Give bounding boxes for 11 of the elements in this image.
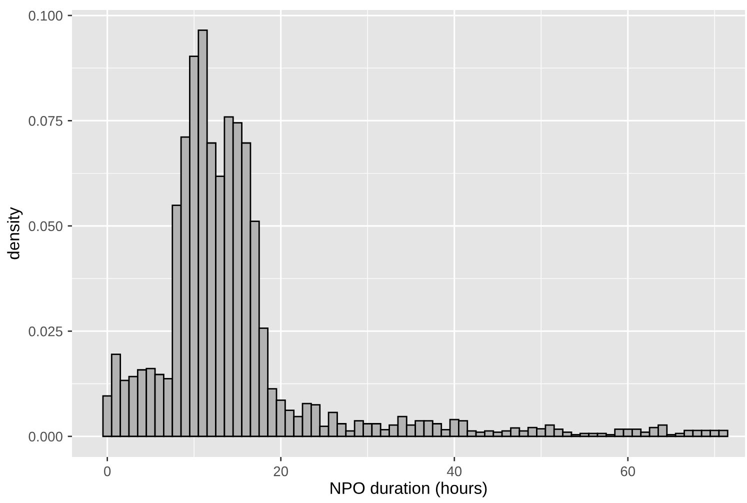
x-tick-label: 60: [620, 466, 636, 476]
x-tick-label: 40: [446, 466, 462, 476]
y-tick-label: 0.100: [28, 10, 62, 21]
x-axis-title: NPO duration (hours): [330, 482, 487, 498]
y-tick-label: 0.025: [28, 326, 62, 336]
x-tick-label: 0: [104, 466, 111, 476]
y-axis-title: density: [7, 207, 23, 260]
y-tick-label: 0.000: [28, 432, 62, 442]
y-tick-label: 0.050: [28, 221, 62, 232]
y-tick-label: 0.075: [28, 116, 62, 126]
x-tick-label: 20: [274, 466, 288, 476]
